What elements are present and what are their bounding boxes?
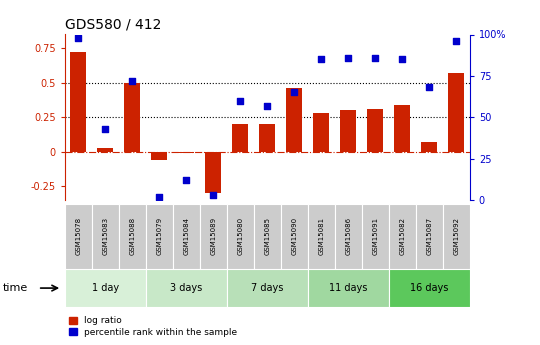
Bar <box>97 148 113 152</box>
Point <box>236 98 245 104</box>
Legend: log ratio, percentile rank within the sample: log ratio, percentile rank within the sa… <box>69 316 237 337</box>
Bar <box>151 152 167 160</box>
Text: time: time <box>3 283 28 293</box>
Bar <box>281 204 308 269</box>
Bar <box>65 269 146 307</box>
Bar <box>286 88 302 152</box>
Bar <box>200 204 227 269</box>
Bar <box>146 269 227 307</box>
Text: GSM15092: GSM15092 <box>453 217 460 255</box>
Text: 7 days: 7 days <box>251 283 284 293</box>
Text: GSM15081: GSM15081 <box>318 217 325 255</box>
Text: GSM15082: GSM15082 <box>399 217 406 255</box>
Bar <box>389 204 416 269</box>
Bar <box>389 269 470 307</box>
Bar <box>254 204 281 269</box>
Text: GSM15087: GSM15087 <box>426 217 433 255</box>
Bar <box>146 204 173 269</box>
Bar <box>443 204 470 269</box>
Bar <box>65 204 92 269</box>
Bar <box>92 204 119 269</box>
Point <box>371 55 380 60</box>
Bar <box>227 269 308 307</box>
Bar <box>340 110 356 152</box>
Bar <box>124 83 140 152</box>
Bar <box>259 124 275 152</box>
Text: GDS580 / 412: GDS580 / 412 <box>65 18 161 32</box>
Point <box>425 85 434 90</box>
Text: GSM15083: GSM15083 <box>102 217 109 255</box>
Point <box>128 78 137 83</box>
Bar <box>308 204 335 269</box>
Text: 11 days: 11 days <box>329 283 368 293</box>
Bar <box>335 204 362 269</box>
Point <box>182 177 191 183</box>
Bar <box>205 152 221 193</box>
Bar <box>173 204 200 269</box>
Bar <box>421 142 437 152</box>
Text: GSM15084: GSM15084 <box>183 217 190 255</box>
Point <box>155 194 164 199</box>
Bar <box>308 269 389 307</box>
Point <box>290 90 299 95</box>
Bar <box>70 52 86 152</box>
Text: GSM15079: GSM15079 <box>156 217 163 255</box>
Point <box>452 38 461 44</box>
Text: GSM15089: GSM15089 <box>210 217 217 255</box>
Text: 1 day: 1 day <box>92 283 119 293</box>
Point <box>101 126 110 132</box>
Bar <box>416 204 443 269</box>
Bar <box>178 152 194 153</box>
Text: 16 days: 16 days <box>410 283 449 293</box>
Text: GSM15086: GSM15086 <box>345 217 352 255</box>
Bar <box>362 204 389 269</box>
Point <box>344 55 353 60</box>
Text: GSM15080: GSM15080 <box>237 217 244 255</box>
Point <box>74 35 83 41</box>
Point <box>398 57 407 62</box>
Bar <box>227 204 254 269</box>
Bar <box>367 109 383 152</box>
Text: GSM15078: GSM15078 <box>75 217 82 255</box>
Bar <box>448 73 464 152</box>
Bar <box>394 105 410 152</box>
Text: 3 days: 3 days <box>170 283 202 293</box>
Text: GSM15088: GSM15088 <box>129 217 136 255</box>
Point <box>317 57 326 62</box>
Point <box>263 103 272 108</box>
Text: GSM15090: GSM15090 <box>291 217 298 255</box>
Bar <box>232 124 248 152</box>
Bar <box>119 204 146 269</box>
Point <box>209 193 218 198</box>
Text: GSM15091: GSM15091 <box>372 217 379 255</box>
Bar <box>313 113 329 152</box>
Text: GSM15085: GSM15085 <box>264 217 271 255</box>
